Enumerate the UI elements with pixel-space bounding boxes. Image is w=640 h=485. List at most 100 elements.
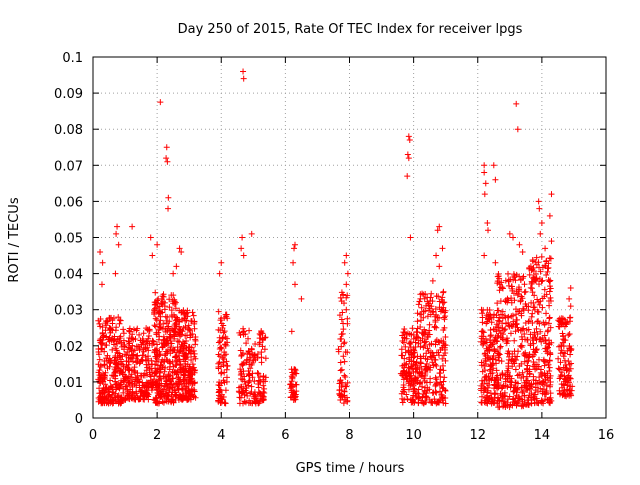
data-point [243, 340, 250, 347]
y-tick-label: 0.03 [54, 304, 83, 319]
data-point [490, 365, 497, 372]
data-point [558, 342, 565, 349]
data-point [555, 365, 562, 372]
data-point [483, 345, 490, 352]
data-point [441, 344, 448, 351]
data-point [484, 380, 491, 387]
data-point [523, 386, 530, 393]
data-point [421, 338, 428, 345]
data-point [521, 281, 528, 288]
data-point [159, 364, 166, 371]
data-point [192, 334, 199, 341]
data-point [288, 389, 295, 396]
data-point [186, 368, 193, 375]
data-point [180, 350, 187, 357]
data-point [524, 336, 531, 343]
data-point [479, 310, 486, 317]
data-point [440, 352, 447, 359]
data-point [291, 241, 298, 248]
data-point [223, 311, 230, 318]
data-point [342, 373, 349, 380]
data-point [170, 270, 177, 277]
data-point [337, 367, 344, 374]
data-point [344, 379, 351, 386]
data-point [261, 334, 268, 341]
data-point [518, 344, 525, 351]
data-point [341, 339, 348, 346]
data-point [186, 343, 193, 350]
data-point [176, 245, 183, 252]
data-point [536, 379, 543, 386]
data-point [288, 328, 295, 335]
data-point [495, 271, 502, 278]
data-point [182, 375, 189, 382]
data-point [526, 366, 533, 373]
data-point [519, 402, 526, 409]
data-point [422, 384, 429, 391]
data-point [109, 346, 116, 353]
data-point [145, 361, 152, 368]
data-point [216, 388, 223, 395]
data-point [499, 336, 506, 343]
data-point [536, 374, 543, 381]
data-point [133, 343, 140, 350]
data-point [173, 380, 180, 387]
data-point [96, 320, 103, 327]
data-point [439, 384, 446, 391]
data-point [428, 290, 435, 297]
data-point [501, 389, 508, 396]
data-point [516, 362, 523, 369]
data-point [111, 341, 118, 348]
data-point [291, 245, 298, 252]
data-point [218, 259, 225, 266]
data-point [525, 307, 532, 314]
data-point [219, 325, 226, 332]
data-point [248, 230, 255, 237]
data-point [405, 133, 412, 140]
data-point [140, 372, 147, 379]
data-point [173, 314, 180, 321]
data-point [340, 400, 347, 407]
data-point [189, 361, 196, 368]
data-point [162, 364, 169, 371]
data-point [496, 351, 503, 358]
x-tick-label: 2 [153, 428, 161, 443]
data-point [406, 331, 413, 337]
y-tick-label: 0.05 [54, 232, 83, 247]
data-point [115, 400, 122, 407]
data-point [259, 343, 266, 350]
data-point [246, 378, 253, 385]
data-point [140, 330, 147, 337]
data-point [539, 398, 546, 405]
data-point [562, 365, 569, 372]
data-point [428, 340, 435, 347]
data-point [288, 366, 295, 373]
data-point [512, 306, 519, 313]
data-point [545, 344, 552, 351]
data-point [414, 310, 421, 317]
data-point [546, 288, 553, 295]
data-point [543, 271, 550, 278]
data-point [481, 162, 488, 169]
data-point [192, 367, 199, 374]
data-point [224, 315, 231, 322]
data-point [236, 329, 243, 336]
data-point [566, 368, 573, 375]
data-point [336, 312, 343, 319]
data-point [425, 333, 432, 340]
data-point [216, 353, 223, 360]
data-point [511, 337, 518, 344]
data-point [169, 298, 176, 305]
data-point [145, 383, 152, 390]
data-point [517, 343, 524, 350]
data-point [248, 383, 255, 390]
data-point [117, 317, 124, 324]
data-point [338, 379, 345, 386]
data-point [523, 327, 530, 334]
data-point [161, 342, 168, 349]
data-point [483, 339, 490, 346]
data-point [512, 277, 519, 284]
data-point [497, 343, 504, 350]
data-point [152, 361, 159, 368]
